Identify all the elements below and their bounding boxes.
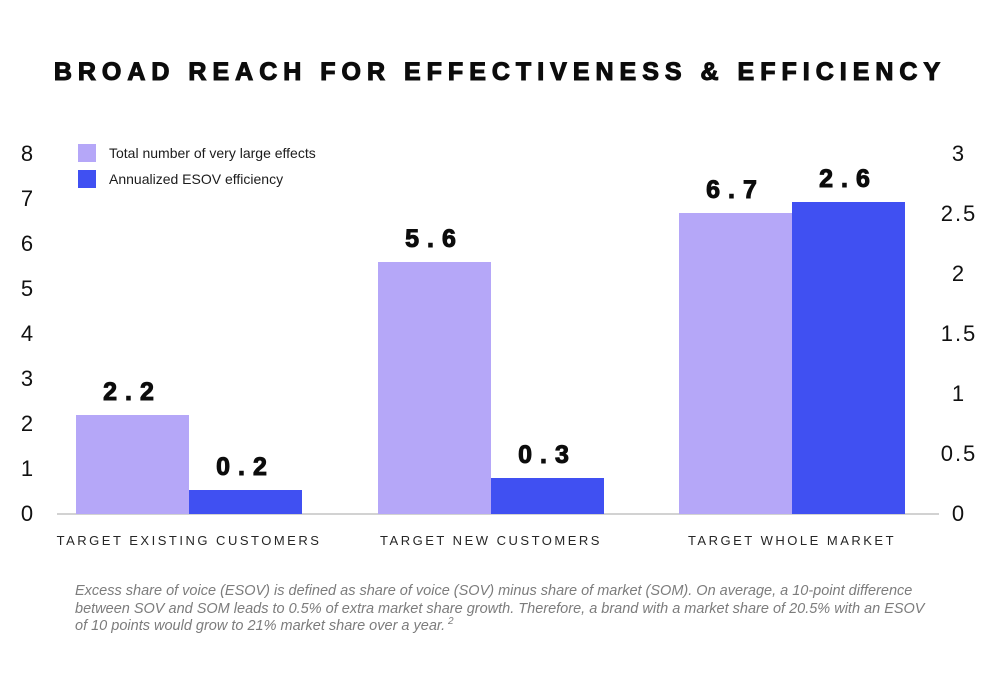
bar xyxy=(491,478,604,514)
left-axis-tick: 1 xyxy=(20,456,36,481)
left-axis-tick: 4 xyxy=(20,321,36,346)
bar xyxy=(792,202,905,514)
chart-title: BROAD REACH FOR EFFECTIVENESS & EFFICIEN… xyxy=(53,57,947,86)
footnote: Excess share of voice (ESOV) is defined … xyxy=(75,583,935,636)
left-axis-tick: 5 xyxy=(20,276,36,301)
footnote-superscript: 2 xyxy=(445,616,454,628)
left-axis-tick: 6 xyxy=(20,231,36,256)
legend-item: Total number of very large effects xyxy=(78,144,316,162)
bar-value-label: 0.2 xyxy=(216,453,275,482)
footnote-line: Excess share of voice (ESOV) is defined … xyxy=(75,583,913,599)
bar-value-label: 2.6 xyxy=(819,165,878,194)
left-axis-tick: 2 xyxy=(20,411,36,436)
right-axis-tick: 0.5 xyxy=(940,441,978,466)
right-axis-tick: 0 xyxy=(951,501,967,526)
right-axis-tick: 1 xyxy=(951,381,967,406)
bar-value-label: 5.6 xyxy=(405,225,464,254)
bar xyxy=(76,415,189,514)
bar-value-label: 2.2 xyxy=(103,378,162,407)
bar xyxy=(189,490,302,514)
legend-swatch-purple xyxy=(78,144,96,162)
bar xyxy=(679,212,792,514)
right-axis-tick: 3 xyxy=(951,141,967,166)
bar xyxy=(378,262,491,514)
legend: Total number of very large effects Annual… xyxy=(78,144,316,196)
left-axis-tick: 3 xyxy=(20,366,36,391)
left-axis-tick: 7 xyxy=(20,186,36,211)
legend-swatch-blue xyxy=(78,170,96,188)
bar-value-label: 6.7 xyxy=(706,175,765,204)
bar-value-label: 0.3 xyxy=(518,441,577,470)
right-axis-tick: 2.5 xyxy=(940,201,978,226)
footnote-line: of 10 points would grow to 21% market sh… xyxy=(75,616,454,634)
category-label: TARGET NEW CUSTOMERS xyxy=(380,533,602,548)
legend-item: Annualized ESOV efficiency xyxy=(78,170,316,188)
right-axis-tick: 1.5 xyxy=(940,321,978,346)
category-label: TARGET EXISTING CUSTOMERS xyxy=(56,533,322,548)
legend-label: Annualized ESOV efficiency xyxy=(109,171,284,187)
footnote-line: between SOV and SOM leads to 0.5% of ext… xyxy=(75,600,925,617)
category-label: TARGET WHOLE MARKET xyxy=(687,533,897,548)
left-axis-tick: 0 xyxy=(20,501,36,526)
left-axis-tick: 8 xyxy=(20,141,36,166)
legend-label: Total number of very large effects xyxy=(109,145,316,161)
right-axis-tick: 2 xyxy=(951,261,967,286)
x-axis-baseline xyxy=(57,513,939,515)
